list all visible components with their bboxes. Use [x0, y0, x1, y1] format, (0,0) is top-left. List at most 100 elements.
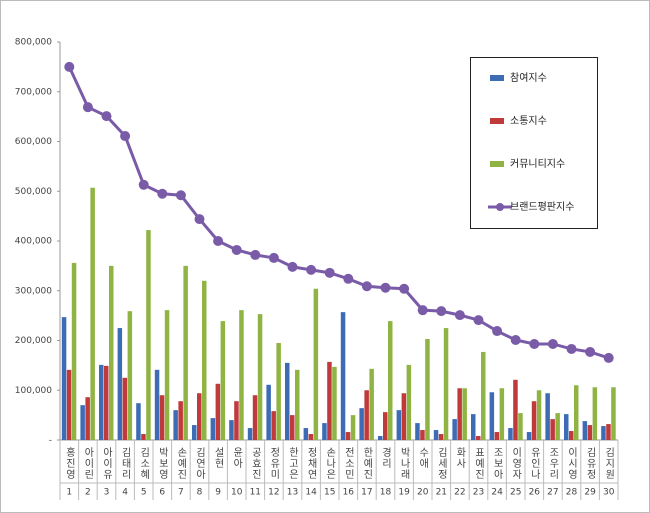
rank-label: 10	[231, 488, 243, 498]
point	[361, 281, 372, 292]
point	[287, 261, 298, 272]
point	[343, 273, 354, 284]
point	[157, 188, 168, 199]
bar	[290, 415, 295, 440]
bar	[154, 369, 160, 440]
legend-swatch	[496, 203, 504, 211]
x-tick-label: 표예진	[473, 447, 485, 480]
x-tick-label: 김세정	[435, 447, 447, 480]
bar	[247, 428, 253, 440]
x-tick-label: 아이린	[82, 447, 94, 480]
x-tick-label: 박나래	[398, 447, 410, 480]
x-tick-label: 홍진영	[63, 446, 75, 480]
rank-label: 27	[547, 488, 558, 498]
bar	[183, 265, 188, 440]
x-tick-label: 전소민	[342, 447, 354, 480]
x-tick-label: 한고은	[287, 447, 299, 480]
bar	[257, 314, 263, 440]
point	[231, 244, 242, 255]
bar	[438, 434, 444, 440]
bar	[229, 420, 234, 440]
y-tick-label: -	[49, 436, 52, 446]
rank-label: 24	[491, 488, 503, 498]
point	[585, 346, 596, 357]
point	[101, 111, 112, 122]
bar	[332, 366, 337, 440]
bar	[146, 230, 151, 440]
bar	[457, 388, 462, 440]
bar	[61, 317, 67, 440]
bar	[109, 265, 114, 440]
bar	[136, 403, 141, 440]
bar	[555, 413, 560, 440]
rank-label: 15	[324, 488, 335, 498]
rank-label: 11	[250, 488, 261, 498]
bar	[313, 288, 319, 440]
bar	[178, 401, 183, 440]
x-tick-label: 조보아	[491, 447, 503, 480]
x-tick-label: 유인나	[528, 447, 540, 480]
x-tick-label: 조우리	[547, 447, 559, 480]
bar	[80, 405, 85, 440]
rank-label: 13	[287, 488, 298, 498]
point	[510, 335, 521, 346]
bar	[388, 321, 393, 440]
point	[492, 326, 503, 337]
rank-label: 28	[566, 488, 578, 498]
rank-label: 7	[178, 488, 184, 498]
y-tick-label: 200,000	[15, 336, 52, 346]
rank-label: 5	[141, 488, 147, 498]
x-tick-label: 손나은	[324, 447, 336, 480]
bar	[574, 385, 579, 440]
rank-label: 20	[417, 488, 429, 498]
x-tick-label: 설현	[212, 447, 224, 469]
x-tick-label: 한예진	[361, 447, 373, 480]
bar	[420, 430, 425, 440]
point	[603, 352, 614, 363]
x-tick-label: 김유정	[584, 447, 596, 480]
y-tick-label: 300,000	[15, 286, 52, 296]
x-tick-label: 정채연	[305, 447, 317, 480]
bar	[587, 425, 593, 440]
rank-label: 4	[122, 488, 128, 498]
point	[473, 315, 484, 326]
point	[547, 338, 558, 349]
bar	[369, 368, 374, 440]
point	[380, 282, 391, 293]
legend-swatch	[490, 161, 504, 167]
rank-label: 1	[66, 488, 72, 498]
bar	[536, 390, 542, 440]
legend-box	[470, 57, 598, 229]
bar	[266, 384, 271, 440]
rank-label: 16	[343, 488, 355, 498]
bar	[513, 379, 518, 440]
bar	[327, 361, 332, 440]
point	[529, 338, 540, 349]
point	[213, 236, 224, 246]
legend-swatch	[490, 118, 504, 124]
point	[436, 306, 447, 317]
bar	[239, 310, 244, 440]
y-tick-label: 500,000	[15, 187, 52, 197]
bar	[71, 262, 77, 440]
rank-label: 2	[85, 488, 91, 498]
x-tick-label: 박보영	[156, 447, 168, 480]
x-tick-label: 이시영	[566, 447, 578, 480]
bar	[90, 187, 95, 440]
point	[250, 249, 261, 260]
rank-label: 9	[215, 488, 221, 498]
rank-label: 18	[380, 488, 392, 498]
bar	[582, 421, 588, 440]
rank-label: 3	[104, 488, 110, 498]
legend-label: 소통지수	[510, 115, 547, 127]
bar	[127, 311, 133, 440]
bar	[276, 342, 281, 440]
bar	[141, 434, 146, 440]
bar	[173, 410, 178, 440]
bar	[234, 401, 239, 440]
bar	[164, 310, 170, 440]
bar	[518, 413, 523, 440]
bar	[401, 393, 407, 440]
bar	[476, 436, 481, 440]
bar	[396, 410, 402, 440]
